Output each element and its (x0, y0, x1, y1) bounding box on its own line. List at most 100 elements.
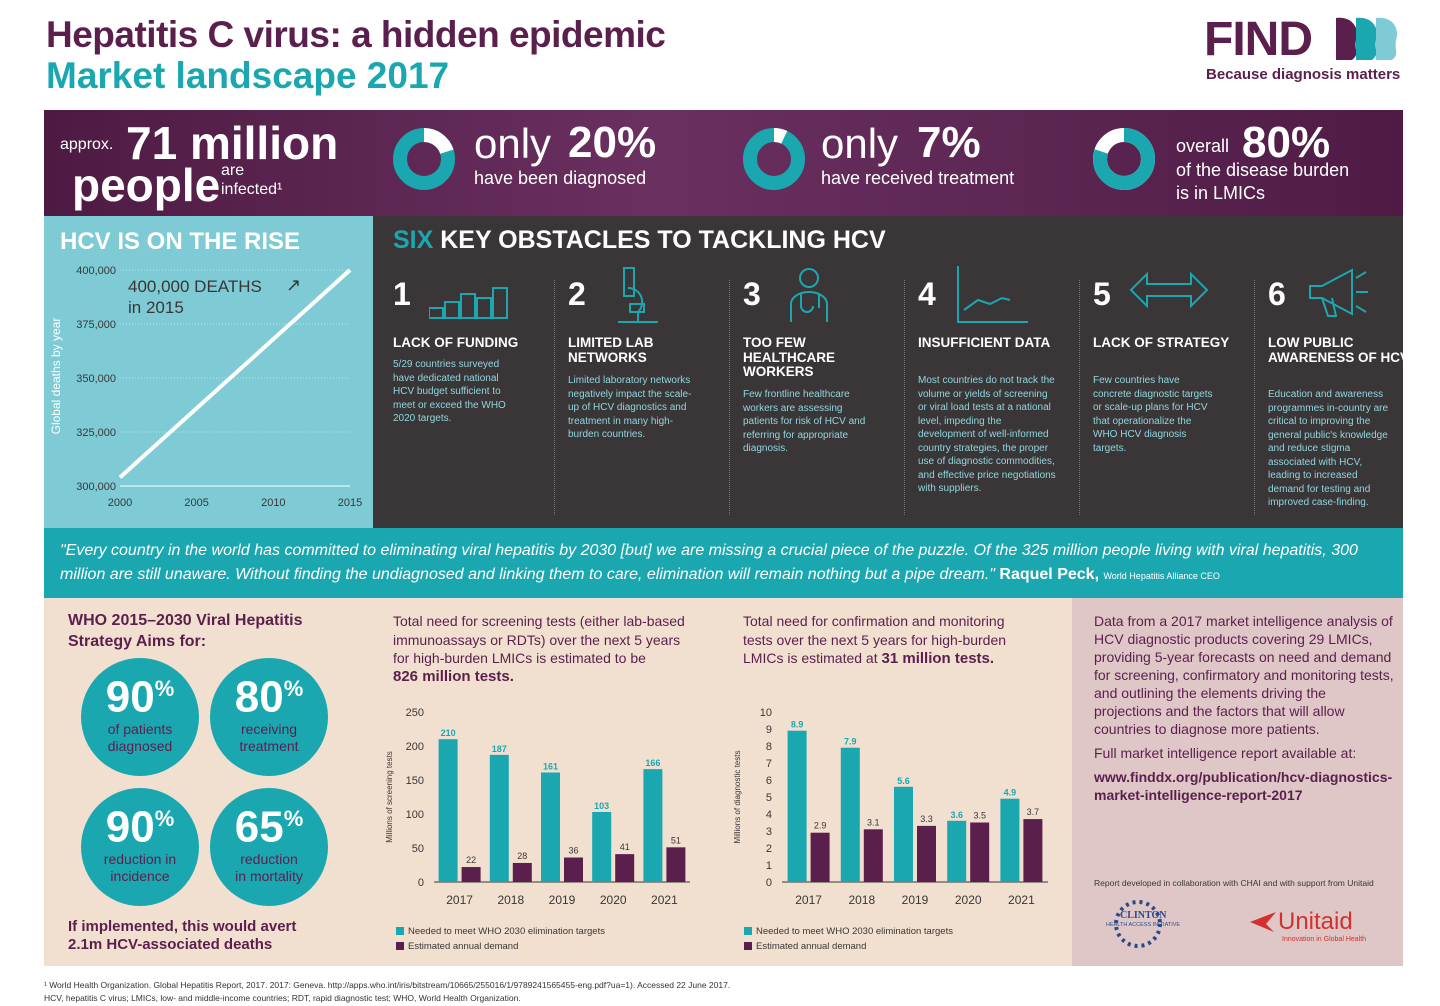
needed-data-label: 5.6 (897, 776, 910, 786)
obstacle-title: INSUFFICIENT DATA (918, 335, 1051, 350)
double-arrow-icon (1129, 271, 1209, 309)
demand-bar (615, 854, 635, 882)
x-tick-label: 2017 (795, 893, 822, 907)
footnote-reference: ¹ World Health Organization. Global Hepa… (44, 980, 731, 990)
needed-bar (643, 769, 663, 882)
legend-item-needed: Needed to meet WHO 2030 elimination targ… (396, 926, 605, 937)
obstacles-panel: SIX KEY OBSTACLES TO TACKLING HCV 1 LACK … (373, 216, 1409, 528)
rise-title: HCV IS ON THE RISE (60, 228, 301, 255)
obstacle-number: 6 (1268, 276, 1286, 312)
obstacle-text: Limited laboratory networks negatively i… (568, 375, 692, 440)
stat1-tail2: infected¹ (221, 181, 283, 198)
unitaid-tagline: Innovation in Global Health (1282, 936, 1367, 943)
obstacle-number: 2 (568, 276, 586, 312)
legend-item-demand: Estimated annual demand (396, 941, 518, 952)
demand-data-label: 3.5 (973, 811, 986, 821)
y-tick-label: 325,000 (76, 427, 116, 439)
rise-panel: HCV IS ON THE RISE 300,000 325,000 350,000… (44, 216, 373, 528)
needed-data-label: 4.9 (1004, 788, 1017, 798)
screen-desc: Total need for screening tests (either l… (393, 613, 685, 685)
stat3-prefix: only (821, 120, 899, 167)
y-tick-label: 200 (406, 741, 424, 753)
who-title: WHO 2015–2030 Viral Hepatitis (68, 612, 303, 629)
stat3-value: 7% (917, 118, 981, 167)
stat1-tail: are (221, 162, 245, 179)
y-axis-label: Millions of screening tests (385, 751, 394, 843)
logo-tagline: Because diagnosis matters (1206, 66, 1401, 83)
obstacle-text: Education and awareness programmes in-co… (1268, 389, 1389, 508)
aim-circle: 65% reduction in mortality (210, 788, 328, 906)
stat4-prefix: overall (1176, 136, 1230, 156)
clinton-logo-text: CLINTON (1120, 910, 1167, 921)
obstacle-title: LACK OF FUNDING (393, 335, 519, 350)
clinton-logo-sub: HEALTH ACCESS INITIATIVE (1106, 922, 1181, 928)
needed-bar (438, 739, 458, 882)
stat4-sub2: is in LMICs (1176, 183, 1266, 203)
obstacle-title: TOO FEW HEALTHCARE WORKERS (743, 335, 835, 379)
y-tick-label: 50 (412, 843, 424, 855)
obstacle-divider (1254, 280, 1255, 515)
y-axis-label: Global deaths by year (49, 318, 63, 435)
aim-circle: 90% reduction in incidence (81, 788, 199, 906)
obstacles-title: SIX KEY OBSTACLES TO TACKLING HCV (393, 226, 886, 254)
side-available: Full market intelligence report availabl… (1094, 745, 1357, 761)
unitaid-bird-icon (1250, 912, 1276, 932)
obstacle-number: 1 (393, 276, 411, 312)
needed-data-label: 210 (441, 728, 456, 738)
donut-80-icon (1093, 128, 1155, 190)
page-subtitle: Market landscape 2017 (46, 55, 450, 96)
y-tick-label: 9 (766, 724, 772, 736)
x-tick-label: 2020 (600, 893, 627, 907)
unitaid-logo: Unitaid (1278, 908, 1353, 935)
x-tick-label: 2021 (1008, 893, 1035, 907)
money-stack-icon (429, 287, 508, 319)
demand-bar (863, 829, 883, 882)
y-axis-label: Millions of diagnostic tests (733, 751, 742, 844)
donut-7-icon (743, 128, 805, 190)
obstacle-text: Few countries have concrete diagnostic t… (1093, 375, 1213, 454)
who-footnote: If implemented, this would avert (68, 918, 297, 935)
obstacle-text: Few frontline healthcare workers are ass… (743, 389, 866, 454)
quote-text: "Every country in the world has committe… (60, 542, 1358, 583)
y-tick-label: 7 (766, 758, 772, 770)
y-tick-label: 350,000 (76, 373, 116, 385)
x-tick-label: 2000 (108, 497, 132, 509)
obstacle-divider (554, 280, 555, 515)
needed-data-label: 161 (543, 762, 558, 772)
y-tick-label: 375,000 (76, 319, 116, 331)
demand-bar (917, 825, 936, 882)
side-description: Data from a 2017 market intelligence ana… (1094, 613, 1394, 737)
legend-item-needed: Needed to meet WHO 2030 elimination targ… (744, 926, 953, 937)
needed-data-label: 103 (594, 801, 609, 811)
demand-bar (461, 867, 481, 882)
stat2-sub: have been diagnosed (474, 168, 647, 188)
x-tick-label: 2015 (338, 497, 362, 509)
demand-data-label: 28 (517, 851, 527, 861)
quote-author: Raquel Peck, (999, 566, 1100, 583)
side-panel: Data from a 2017 market intelligence ana… (1072, 598, 1403, 966)
stat4-value: 80% (1242, 118, 1331, 167)
donut-20-icon (393, 128, 455, 190)
faces-logo-icon (1336, 17, 1398, 60)
stat2-prefix: only (474, 120, 552, 167)
needed-data-label: 8.9 (791, 720, 804, 730)
obstacle-text: 5/29 countries surveyed have dedicated n… (393, 359, 506, 424)
demand-data-label: 2.9 (814, 821, 827, 831)
y-tick-label: 0 (766, 877, 772, 889)
y-tick-label: 8 (766, 741, 772, 753)
quote-role: World Hepatitis Alliance CEO (1103, 571, 1220, 581)
collab-note: Report developed in collaboration with C… (1094, 878, 1374, 888)
y-tick-label: 250 (406, 707, 424, 719)
x-tick-label: 2019 (902, 893, 929, 907)
who-footnote2: 2.1m HCV-associated deaths (68, 936, 273, 953)
needed-bar (489, 754, 509, 882)
demand-bar (666, 847, 686, 882)
stat1-prefix: approx. (60, 136, 114, 153)
y-tick-label: 6 (766, 775, 772, 787)
y-tick-label: 2 (766, 843, 772, 855)
stat1-value2: people (72, 159, 221, 211)
stat4-sub1: of the disease burden (1176, 160, 1350, 180)
report-link[interactable]: www.finddx.org/publication/hcv-diagnosti… (1094, 769, 1393, 803)
aim-circle: 90% of patients diagnosed (81, 658, 199, 776)
stat1-value: 71 million (126, 117, 339, 169)
